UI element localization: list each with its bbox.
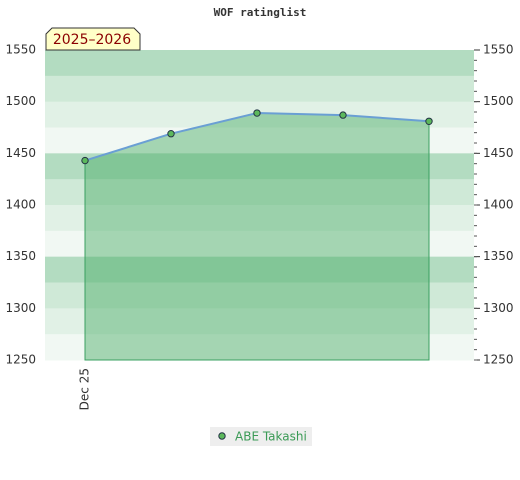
- legend-marker: [218, 432, 226, 440]
- chart-title: WOF ratinglist: [214, 6, 307, 19]
- background-stripe: [45, 282, 474, 309]
- background-stripe: [45, 230, 474, 258]
- x-tick-label: Dec 25: [78, 368, 92, 410]
- y-tick-label: 1350: [5, 249, 36, 263]
- y-tick-label: 1300: [5, 301, 36, 315]
- y2-tick-label: 1250: [483, 353, 514, 367]
- background-stripe: [45, 308, 474, 335]
- background-stripe: [45, 179, 474, 206]
- y-tick-label: 1450: [5, 146, 36, 160]
- y2-tick-label: 1400: [483, 198, 514, 212]
- background-stripe: [45, 50, 474, 77]
- background-stripe: [45, 205, 474, 232]
- point: [253, 109, 261, 117]
- season-label: 2025–2026: [53, 32, 131, 48]
- y2-tick-label: 1550: [483, 43, 514, 57]
- y2-tick-label: 1350: [483, 249, 514, 263]
- y2-tick-label: 1300: [483, 301, 514, 315]
- legend-box: [210, 427, 312, 446]
- y2-tick-label: 1450: [483, 146, 514, 160]
- y-tick-label: 1550: [5, 43, 36, 57]
- background-stripe: [45, 75, 474, 103]
- y-tick-label: 1500: [5, 94, 36, 108]
- background-stripe: [45, 334, 474, 361]
- point: [339, 111, 347, 119]
- point: [81, 156, 89, 165]
- background-stripe: [45, 256, 474, 283]
- point: [425, 117, 433, 126]
- y2-tick-label: 1500: [483, 94, 514, 108]
- area: [84, 112, 430, 361]
- legend-label: ABE Takashi: [235, 430, 307, 444]
- y-tick-label: 1250: [5, 353, 36, 367]
- point: [167, 130, 175, 138]
- y-tick-label: 1400: [5, 198, 36, 212]
- background-stripe: [45, 127, 474, 154]
- season-box: [45, 27, 141, 51]
- background-stripe: [45, 153, 474, 180]
